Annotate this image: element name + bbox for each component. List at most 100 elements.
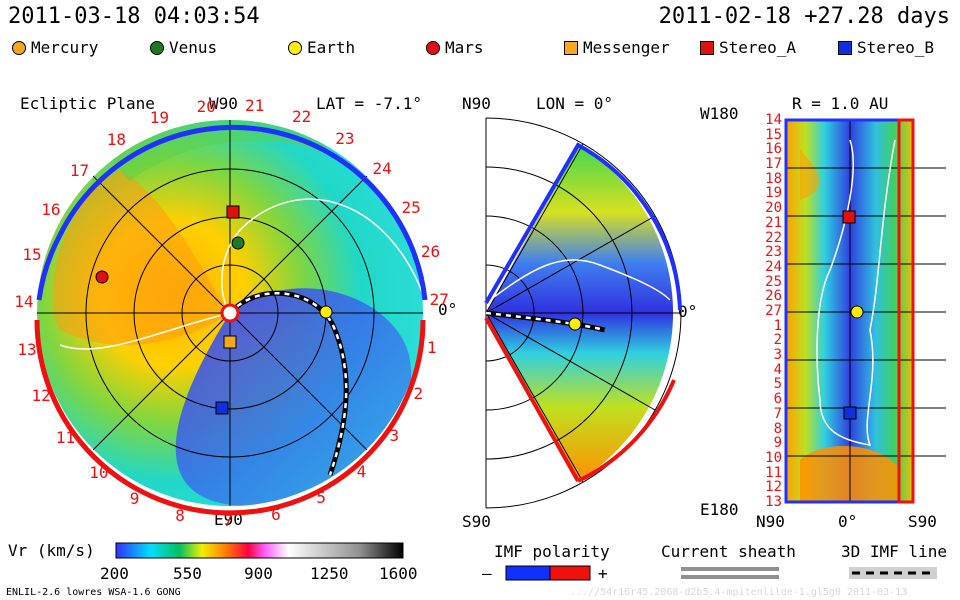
carrington-tick-label: 25	[401, 197, 421, 217]
radial-ytick-label: 5	[773, 376, 782, 393]
stereo-a-marker	[226, 205, 240, 219]
radial-stereo-a-marker	[842, 210, 856, 224]
imf-minus-label: –	[482, 564, 492, 583]
negative-polarity-arc	[34, 319, 426, 516]
carrington-tick-label: 17	[69, 161, 90, 181]
carrington-tick-label: 23	[335, 128, 355, 148]
meridional-bottom-label: S90	[462, 512, 491, 531]
carrington-tick-label: 20	[196, 96, 216, 116]
meridional-right-label: 0°	[678, 302, 698, 321]
stereo-a-icon	[700, 40, 714, 55]
carrington-tick-label: 14	[14, 292, 34, 312]
radial-ytick-label: 1	[773, 317, 782, 334]
reference-label: 2011-02-18 +27.28 days	[658, 4, 950, 29]
radial-earth-marker	[850, 305, 864, 319]
messenger-marker	[223, 335, 237, 349]
carrington-tick-label: 22	[292, 107, 312, 127]
radial-ytick-label: 4	[773, 361, 782, 378]
mercury-icon	[12, 40, 26, 55]
ecliptic-top-label: W90	[209, 94, 238, 113]
legend-item-stereo-a: Stereo_A	[700, 38, 796, 57]
positive-polarity-arc	[57, 124, 428, 301]
imf-positive-swatch	[549, 565, 591, 581]
radial-stereo-b-marker	[843, 406, 857, 420]
carrington-tick-label: 16	[41, 200, 61, 220]
current-sheath-title: Current sheath	[661, 542, 796, 561]
carrington-tick-label: 8	[175, 505, 185, 525]
radial-ytick-label: 11	[765, 464, 782, 481]
carrington-tick-label: 11	[55, 428, 76, 448]
run-id-footer: ...//54r16r45.2068-d2b5.4-mpitenlilde-1.…	[570, 587, 908, 598]
radial-ytick-label: 27	[765, 303, 782, 319]
legend-item-earth: Earth	[288, 38, 355, 57]
colorbar-gradient	[116, 543, 403, 558]
venus-icon	[150, 40, 164, 55]
carrington-tick-label: 26	[420, 242, 441, 262]
legend-item-venus: Venus	[150, 38, 217, 57]
radial-ytick-label: 23	[765, 244, 782, 261]
radial-top-label: W180	[700, 104, 739, 123]
colorbar-tick-3: 1250	[310, 564, 349, 583]
radial-ytick-label: 22	[765, 229, 782, 246]
datetime-label: 2011-03-18 04:03:54	[8, 4, 260, 29]
earth-icon	[288, 40, 302, 55]
carrington-tick-label: 2	[413, 384, 424, 404]
carrington-tick-label: 24	[372, 159, 392, 179]
imf-polarity-title: IMF polarity	[494, 542, 610, 561]
meridional-top-label: N90	[462, 94, 491, 113]
mars-marker	[95, 270, 109, 284]
radial-ytick-label: 8	[773, 420, 782, 437]
carrington-tick-label: 5	[316, 488, 327, 508]
earth-marker	[319, 305, 333, 319]
carrington-tick-label: 15	[22, 244, 42, 264]
carrington-tick-label: 19	[149, 107, 169, 127]
carrington-tick-label: 13	[17, 340, 37, 360]
radial-xtick-1: 0°	[838, 512, 858, 531]
radial-ytick-label: 14	[765, 112, 782, 128]
carrington-tick-label: 21	[244, 96, 265, 116]
imf-negative-swatch	[505, 565, 551, 581]
current-sheath-line	[221, 198, 426, 314]
ecliptic-lat-label: LAT = -7.1°	[316, 94, 422, 113]
colorbar-tick-4: 1600	[379, 564, 418, 583]
slow-wind-region	[52, 170, 230, 345]
radial-ytick-label: 15	[765, 126, 782, 143]
radial-title: R = 1.0 AU	[792, 94, 889, 113]
imf-line	[228, 290, 349, 476]
radial-ytick-label: 24	[765, 258, 782, 275]
stereo-b-icon	[838, 40, 852, 55]
messenger-icon	[564, 40, 578, 55]
radial-ytick-label: 9	[773, 435, 782, 452]
radial-ytick-label: 7	[773, 405, 782, 422]
current-sheath-swatch	[681, 567, 779, 571]
carrington-tick-label: 18	[106, 129, 126, 149]
mars-icon	[426, 40, 440, 55]
radial-xtick-2: S90	[908, 512, 937, 531]
radial-ytick-label: 20	[765, 200, 782, 217]
carrington-tick-label: 1	[427, 337, 437, 357]
meridional-plane-panel	[484, 117, 682, 509]
radial-xtick-0: N90	[756, 512, 785, 531]
colorbar-tick-1: 550	[173, 564, 202, 583]
radial-ytick-label: 25	[765, 273, 782, 290]
carrington-tick-label: 6	[271, 505, 281, 525]
carrington-tick-label: 10	[89, 463, 109, 483]
radial-grid	[786, 120, 946, 502]
radial-ytick-label: 3	[773, 347, 782, 364]
ecliptic-plane-panel	[34, 120, 428, 516]
radial-ytick-label: 2	[773, 332, 782, 349]
legend-item-stereo-b: Stereo_B	[838, 38, 934, 57]
stereo-b-marker	[215, 401, 229, 415]
model-footer: ENLIL-2.6 lowres WSA-1.6 GONG	[6, 587, 181, 598]
meridional-earth-marker	[568, 317, 582, 331]
carrington-tick-label: 3	[389, 426, 400, 446]
carrington-tick-label: 12	[31, 386, 51, 406]
sun-icon	[220, 303, 240, 323]
radial-ytick-label: 19	[765, 185, 782, 202]
radial-ytick-label: 10	[765, 449, 782, 466]
colorbar-title: Vr (km/s)	[8, 541, 95, 560]
ecliptic-title: Ecliptic Plane	[20, 94, 155, 113]
colorbar-tick-2: 900	[244, 564, 273, 583]
carrington-tick-label: 4	[356, 461, 367, 481]
